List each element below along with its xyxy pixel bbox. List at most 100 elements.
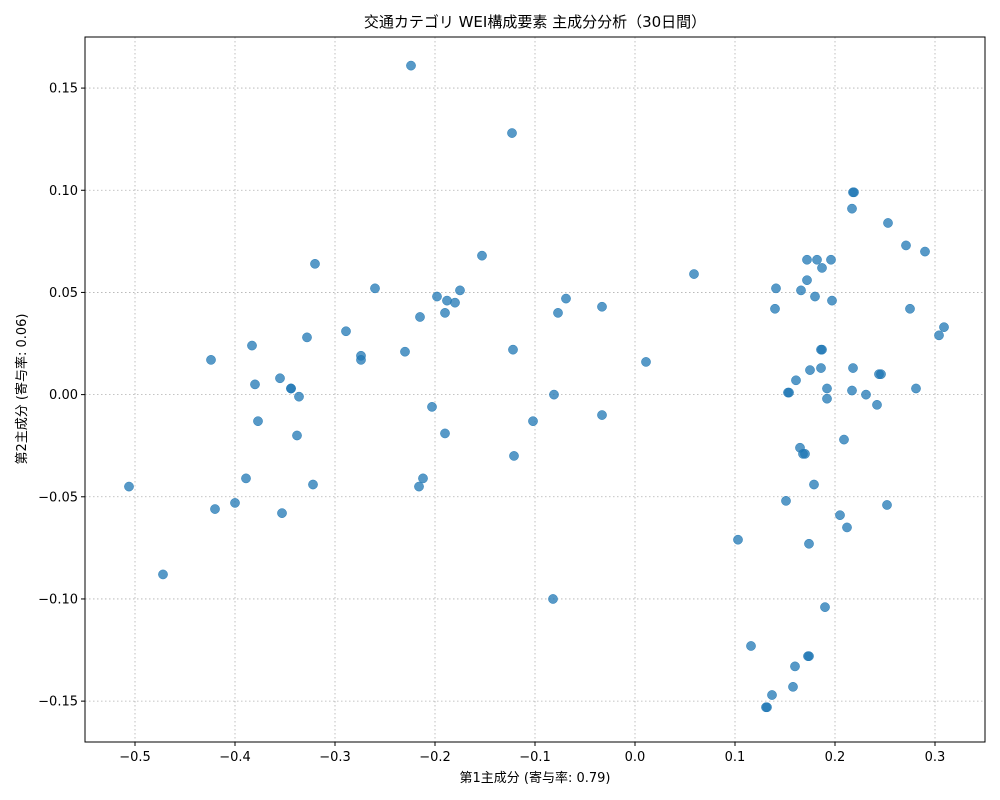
scatter-point — [802, 275, 812, 286]
scatter-point — [876, 369, 886, 380]
scatter-point — [641, 357, 651, 367]
scatter-point — [781, 496, 791, 506]
scatter-point — [507, 128, 517, 138]
x-tick-label: −0.2 — [419, 750, 451, 765]
y-tick-label: 0.15 — [49, 82, 78, 97]
x-tick-label: −0.5 — [119, 750, 151, 765]
x-tick-label: −0.1 — [519, 750, 551, 765]
scatter-point — [733, 534, 743, 545]
scatter-point — [427, 402, 437, 412]
x-axis-ticks: −0.5 −0.4 −0.3 −0.2 −0.1 0.0 0.1 0.2 0.3 — [119, 742, 945, 765]
scatter-point — [370, 283, 380, 294]
scatter-point — [816, 363, 826, 373]
x-tick-label: 0.0 — [625, 750, 646, 765]
scatter-point — [450, 297, 460, 308]
x-tick-label: 0.1 — [725, 750, 746, 765]
scatter-point — [286, 383, 296, 394]
scatter-point — [247, 340, 257, 351]
scatter-point — [788, 681, 798, 692]
scatter-point — [804, 651, 814, 662]
scatter-point — [561, 293, 571, 304]
scatter-point — [817, 344, 827, 355]
scatter-point — [308, 479, 318, 490]
scatter-point — [790, 661, 800, 672]
scatter-point — [158, 569, 168, 580]
x-tick-label: 0.3 — [925, 750, 946, 765]
y-tick-label: 0.10 — [49, 184, 78, 199]
scatter-point — [920, 246, 930, 257]
scatter-point — [847, 385, 857, 396]
x-axis-label: 第1主成分 (寄与率: 0.79) — [459, 770, 610, 786]
scatter-point — [508, 344, 518, 355]
y-tick-label: −0.10 — [38, 592, 78, 607]
scatter-point — [400, 346, 410, 357]
scatter-point — [822, 383, 832, 394]
scatter-point — [689, 269, 699, 279]
data-points — [124, 60, 949, 713]
scatter-point — [882, 500, 892, 510]
scatter-point — [817, 263, 827, 273]
scatter-point — [528, 416, 538, 427]
scatter-point — [250, 379, 260, 390]
scatter-point — [826, 254, 836, 265]
scatter-point — [310, 258, 320, 269]
scatter-point — [805, 365, 815, 375]
scatter-point — [827, 295, 837, 306]
scatter-point — [746, 641, 756, 651]
scatter-point — [548, 594, 558, 604]
scatter-point — [762, 702, 772, 713]
x-tick-label: 0.2 — [825, 750, 846, 765]
y-tick-label: 0.05 — [49, 286, 78, 301]
scatter-point — [549, 389, 559, 400]
scatter-point — [809, 479, 819, 490]
x-tick-label: −0.4 — [219, 750, 251, 765]
scatter-point — [791, 375, 801, 386]
scatter-point — [770, 303, 780, 314]
scatter-point — [124, 481, 134, 492]
y-tick-label: −0.05 — [38, 490, 78, 505]
scatter-point — [597, 410, 607, 420]
scatter-point — [442, 295, 452, 306]
scatter-point — [432, 291, 442, 302]
scatter-point — [509, 451, 519, 461]
scatter-point — [784, 387, 794, 398]
scatter-point — [810, 291, 820, 302]
scatter-point — [812, 254, 822, 265]
scatter-point — [822, 393, 832, 404]
scatter-point — [415, 312, 425, 322]
scatter-point — [849, 187, 859, 198]
scatter-point — [872, 399, 882, 410]
scatter-point — [277, 508, 287, 518]
y-tick-label: 0.00 — [49, 388, 78, 403]
scatter-point — [440, 308, 450, 318]
scatter-point — [206, 355, 216, 365]
grid-lines — [85, 37, 985, 742]
scatter-point — [241, 473, 251, 484]
scatter-point — [848, 363, 858, 373]
scatter-point — [861, 389, 871, 400]
scatter-point — [820, 602, 830, 612]
scatter-point — [767, 690, 777, 700]
scatter-point — [796, 285, 806, 296]
scatter-point — [253, 416, 263, 427]
scatter-point — [341, 326, 351, 337]
y-axis-ticks: −0.15 −0.10 −0.05 0.00 0.05 0.10 0.15 — [38, 82, 85, 710]
scatter-point — [477, 250, 487, 261]
y-tick-label: −0.15 — [38, 695, 78, 710]
scatter-point — [414, 481, 424, 492]
scatter-point — [800, 449, 810, 459]
scatter-point — [911, 383, 921, 394]
scatter-point — [934, 330, 944, 341]
scatter-point — [802, 254, 812, 265]
x-tick-label: −0.3 — [319, 750, 351, 765]
scatter-point — [939, 322, 949, 333]
y-axis-label: 第2主成分 (寄与率: 0.06) — [14, 313, 30, 464]
scatter-point — [597, 301, 607, 312]
scatter-point — [230, 498, 240, 508]
chart-title: 交通カテゴリ WEI構成要素 主成分分析（30日間） — [364, 13, 706, 31]
scatter-point — [292, 430, 302, 441]
scatter-point — [901, 240, 911, 251]
scatter-point — [440, 428, 450, 439]
scatter-point — [356, 355, 366, 365]
